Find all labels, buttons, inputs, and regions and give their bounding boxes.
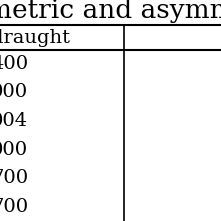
Text: 000: 000	[0, 84, 28, 101]
Text: 700: 700	[0, 169, 28, 187]
Text: 700: 700	[0, 198, 28, 215]
Text: 000: 000	[0, 141, 28, 158]
Text: draught: draught	[0, 29, 70, 47]
Text: metric and asymmetric: metric and asymmetric	[0, 0, 221, 23]
Text: 004: 004	[0, 112, 28, 130]
Text: 400: 400	[0, 55, 28, 73]
